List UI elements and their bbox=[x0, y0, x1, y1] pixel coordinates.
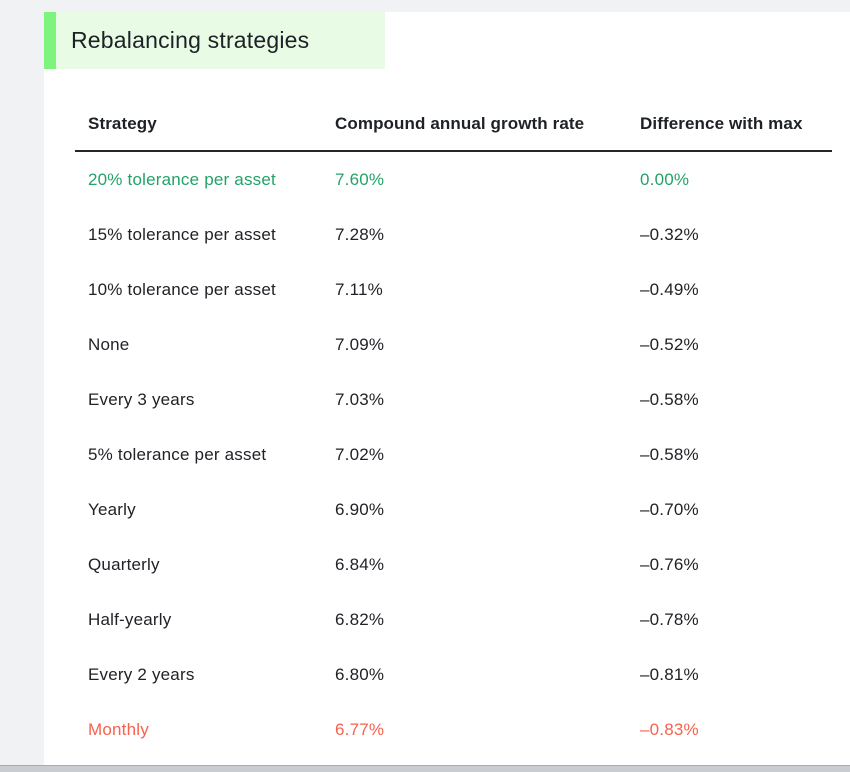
column-header-cagr: Compound annual growth rate bbox=[322, 108, 627, 152]
strategy-cell: Quarterly bbox=[88, 554, 160, 574]
rebalancing-strategies-table: Strategy Compound annual growth rate Dif… bbox=[75, 108, 832, 757]
table-row: Every 3 years 7.03% –0.58% bbox=[75, 372, 832, 427]
diff-cell: –0.58% bbox=[640, 389, 699, 409]
strategy-cell: 20% tolerance per asset bbox=[88, 169, 276, 189]
column-header-strategy: Strategy bbox=[75, 108, 322, 152]
content-panel: Rebalancing strategies Strategy Compound… bbox=[44, 12, 850, 765]
diff-cell: –0.49% bbox=[640, 279, 699, 299]
strategy-cell: Every 2 years bbox=[88, 664, 195, 684]
horizontal-scrollbar-thumb[interactable] bbox=[0, 765, 850, 772]
table-row: 15% tolerance per asset 7.28% –0.32% bbox=[75, 207, 832, 262]
cagr-cell: 6.90% bbox=[335, 499, 385, 519]
diff-cell: –0.52% bbox=[640, 334, 699, 354]
cagr-cell: 6.77% bbox=[335, 719, 385, 739]
strategy-cell: 5% tolerance per asset bbox=[88, 444, 267, 464]
table-row: Every 2 years 6.80% –0.81% bbox=[75, 647, 832, 702]
strategy-cell: Monthly bbox=[88, 719, 149, 739]
cagr-cell: 7.03% bbox=[335, 389, 385, 409]
cagr-cell: 6.84% bbox=[335, 554, 385, 574]
diff-cell: –0.58% bbox=[640, 444, 699, 464]
cagr-cell: 7.11% bbox=[335, 279, 383, 299]
table-row: 20% tolerance per asset 7.60% 0.00% bbox=[75, 151, 832, 207]
table-row: Monthly 6.77% –0.83% bbox=[75, 702, 832, 757]
diff-cell: 0.00% bbox=[640, 169, 690, 189]
table-row: Quarterly 6.84% –0.76% bbox=[75, 537, 832, 592]
strategy-cell: Yearly bbox=[88, 499, 136, 519]
page-title: Rebalancing strategies bbox=[71, 27, 310, 53]
cagr-cell: 6.80% bbox=[335, 664, 385, 684]
diff-cell: –0.83% bbox=[640, 719, 699, 739]
diff-cell: –0.81% bbox=[640, 664, 699, 684]
diff-cell: –0.32% bbox=[640, 224, 699, 244]
table-row: Yearly 6.90% –0.70% bbox=[75, 482, 832, 537]
cagr-cell: 7.02% bbox=[335, 444, 385, 464]
diff-cell: –0.78% bbox=[640, 609, 699, 629]
table-row: 10% tolerance per asset 7.11% –0.49% bbox=[75, 262, 832, 317]
cagr-cell: 7.09% bbox=[335, 334, 385, 354]
table-header-row: Strategy Compound annual growth rate Dif… bbox=[75, 108, 832, 152]
column-header-difference: Difference with max bbox=[627, 108, 832, 152]
diff-cell: –0.70% bbox=[640, 499, 699, 519]
section-title-block: Rebalancing strategies bbox=[44, 12, 386, 69]
strategy-cell: 15% tolerance per asset bbox=[88, 224, 276, 244]
strategy-cell: Half-yearly bbox=[88, 609, 172, 629]
horizontal-scrollbar[interactable] bbox=[0, 765, 850, 772]
strategy-cell: 10% tolerance per asset bbox=[88, 279, 276, 299]
strategy-cell: None bbox=[88, 334, 130, 354]
diff-cell: –0.76% bbox=[640, 554, 699, 574]
cagr-cell: 7.60% bbox=[335, 169, 385, 189]
table-row: 5% tolerance per asset 7.02% –0.58% bbox=[75, 427, 832, 482]
cagr-cell: 6.82% bbox=[335, 609, 385, 629]
cagr-cell: 7.28% bbox=[335, 224, 385, 244]
table-row: Half-yearly 6.82% –0.78% bbox=[75, 592, 832, 647]
strategy-cell: Every 3 years bbox=[88, 389, 195, 409]
table-row: None 7.09% –0.52% bbox=[75, 317, 832, 372]
